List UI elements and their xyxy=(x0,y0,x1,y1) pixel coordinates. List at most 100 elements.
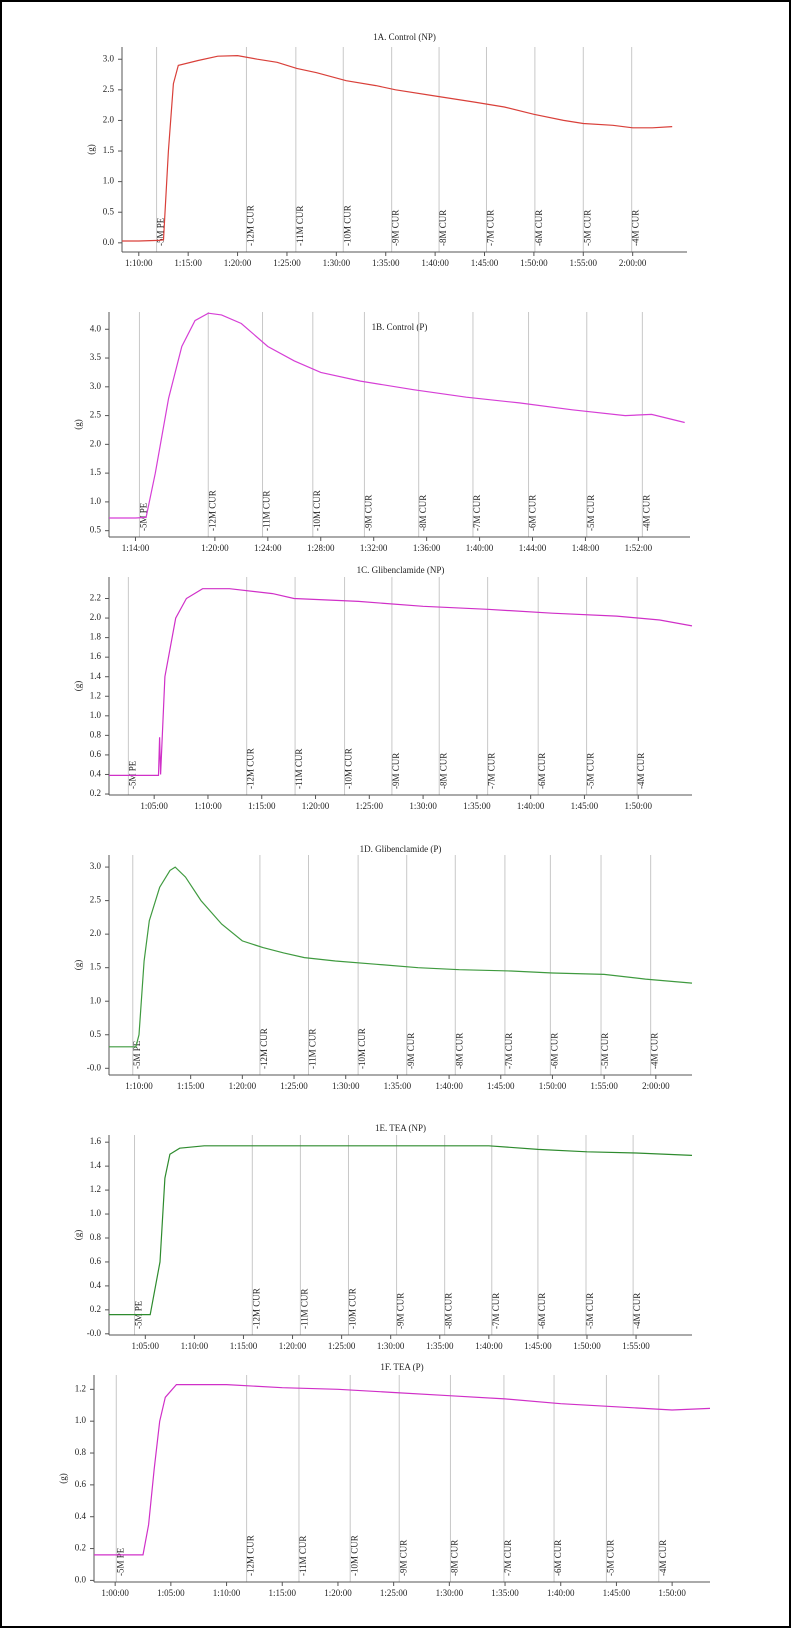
marker-label: -5M CUR xyxy=(586,753,596,789)
y-tick-label: 3.0 xyxy=(90,381,102,391)
x-tick-label: 1:30:00 xyxy=(377,1341,405,1351)
x-tick-label: 1:20:00 xyxy=(224,258,252,268)
x-tick-label: 1:50:00 xyxy=(520,258,548,268)
marker-label: -9M CUR xyxy=(398,1540,408,1576)
y-tick-label: 1.0 xyxy=(90,995,102,1005)
y-tick-label: 0.2 xyxy=(90,788,101,798)
y-axis-label: (g) xyxy=(73,419,83,430)
marker-label: -11M CUR xyxy=(308,1029,318,1069)
y-tick-label: 0.6 xyxy=(90,1256,102,1266)
marker-label: -12M CUR xyxy=(251,1288,261,1329)
y-tick-label: 0.2 xyxy=(90,1304,101,1314)
y-tick-label: 0.6 xyxy=(75,1479,87,1489)
x-tick-label: 1:05:00 xyxy=(140,801,168,811)
x-tick-label: 1:45:00 xyxy=(471,258,499,268)
y-axis-label: (g) xyxy=(73,1230,83,1241)
y-axis-label: (g) xyxy=(73,681,83,692)
x-tick-label: 1:30:00 xyxy=(436,1588,464,1598)
marker-label: -10M CUR xyxy=(312,490,322,531)
x-tick-label: 1:25:00 xyxy=(356,801,384,811)
marker-label: -6M CUR xyxy=(537,753,547,789)
marker-label: -10M CUR xyxy=(348,1288,358,1329)
marker-label: -5M CUR xyxy=(600,1033,610,1069)
y-tick-label: 2.0 xyxy=(90,438,102,448)
y-tick-label: 0.0 xyxy=(75,1574,87,1584)
y-tick-label: 0.5 xyxy=(103,206,115,216)
y-tick-label: 1.0 xyxy=(103,176,115,186)
y-tick-label: 2.5 xyxy=(90,410,102,420)
marker-label: -8M CUR xyxy=(418,495,428,531)
y-tick-label: 1.4 xyxy=(90,671,102,681)
x-tick-label: 1:20:00 xyxy=(229,1081,257,1091)
y-tick-label: 1.5 xyxy=(103,145,115,155)
x-tick-label: 2:00:00 xyxy=(619,258,647,268)
x-tick-label: 1:40:00 xyxy=(547,1588,575,1598)
x-tick-label: 1:15:00 xyxy=(174,258,202,268)
marker-label: -9M CUR xyxy=(391,753,401,789)
y-tick-label: 4.0 xyxy=(90,323,102,333)
x-tick-label: 1:35:00 xyxy=(384,1081,412,1091)
x-tick-label: 1:40:00 xyxy=(517,801,545,811)
x-tick-label: 1:00:00 xyxy=(101,1588,129,1598)
x-tick-label: 1:50:00 xyxy=(624,801,652,811)
marker-label: -8M CUR xyxy=(438,753,448,789)
x-tick-label: 1:10:00 xyxy=(125,258,153,268)
marker-label: -4M CUR xyxy=(636,753,646,789)
y-tick-label: 2.0 xyxy=(103,114,115,124)
x-tick-label: 1:25:00 xyxy=(273,258,301,268)
x-tick-label: 1:30:00 xyxy=(323,258,351,268)
marker-label: -4M CUR xyxy=(631,210,641,246)
x-tick-label: 1:15:00 xyxy=(230,1341,258,1351)
x-tick-label: 1:45:00 xyxy=(524,1341,552,1351)
x-tick-label: 1:25:00 xyxy=(380,1588,408,1598)
y-tick-label: 2.5 xyxy=(103,84,115,94)
data-line xyxy=(109,866,693,1048)
marker-label: -11M CUR xyxy=(294,749,304,789)
marker-label: -4M CUR xyxy=(632,1293,642,1329)
chart-title: 1B. Control (P) xyxy=(372,322,428,332)
y-tick-label: 0.4 xyxy=(75,1511,87,1521)
chart-title: 1A. Control (NP) xyxy=(373,32,436,42)
marker-label: -5M PE xyxy=(115,1547,125,1576)
x-tick-label: 1:30:00 xyxy=(409,801,437,811)
y-tick-label: 1.0 xyxy=(90,496,102,506)
marker-label: -5M CUR xyxy=(605,1540,615,1576)
marker-label: -9M CUR xyxy=(396,1293,406,1329)
x-tick-label: 1:15:00 xyxy=(248,801,276,811)
x-tick-label: 1:35:00 xyxy=(372,258,400,268)
marker-label: -12M CUR xyxy=(246,748,256,789)
x-tick-label: 1:40:00 xyxy=(421,258,449,268)
x-tick-label: 1:55:00 xyxy=(590,1081,618,1091)
x-tick-label: 1:48:00 xyxy=(572,543,600,553)
chart-title: 1C. Glibenclamide (NP) xyxy=(357,565,445,575)
x-tick-label: 1:45:00 xyxy=(487,1081,515,1091)
marker-label: -6M CUR xyxy=(549,1033,559,1069)
x-tick-label: 1:20:00 xyxy=(201,543,229,553)
marker-label: -5M PE xyxy=(127,760,137,789)
y-tick-label: 0.8 xyxy=(90,729,102,739)
marker-label: -5M PE xyxy=(132,1040,142,1069)
x-tick-label: 1:15:00 xyxy=(177,1081,205,1091)
x-tick-label: 1:15:00 xyxy=(268,1588,296,1598)
marker-label: -5M CUR xyxy=(586,495,596,531)
y-tick-label: 1.0 xyxy=(90,710,102,720)
marker-label: -10M CUR xyxy=(342,205,352,246)
y-tick-label: 3.0 xyxy=(90,861,102,871)
x-tick-label: 1:25:00 xyxy=(280,1081,308,1091)
y-tick-label: 1.2 xyxy=(90,690,101,700)
marker-label: -5M CUR xyxy=(582,210,592,246)
x-tick-label: 1:10:00 xyxy=(213,1588,241,1598)
y-tick-label: 1.6 xyxy=(90,1136,102,1146)
y-tick-label: 1.5 xyxy=(90,962,102,972)
x-tick-label: 1:24:00 xyxy=(254,543,282,553)
marker-label: -8M CUR xyxy=(438,210,448,246)
x-tick-label: 1:20:00 xyxy=(324,1588,352,1598)
x-tick-label: 1:10:00 xyxy=(194,801,222,811)
y-tick-label: 0.4 xyxy=(90,769,102,779)
data-line xyxy=(109,312,685,519)
data-line xyxy=(109,1145,693,1316)
marker-label: -6M CUR xyxy=(553,1540,563,1576)
y-tick-label: 2.0 xyxy=(90,612,102,622)
y-axis-label: (g) xyxy=(58,1473,68,1484)
